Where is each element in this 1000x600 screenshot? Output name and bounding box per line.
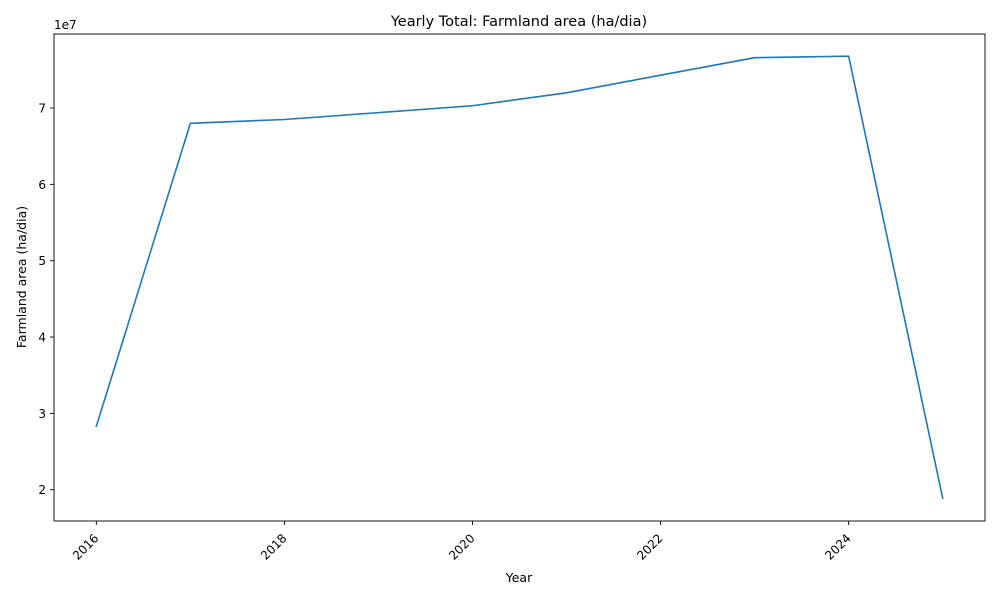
y-tick-label: 4 bbox=[38, 331, 46, 345]
x-tick-label: 2022 bbox=[634, 531, 665, 562]
x-axis-label: Year bbox=[505, 570, 533, 585]
plot-area bbox=[53, 33, 986, 522]
x-tick-label: 2018 bbox=[258, 531, 289, 562]
y-tick-label: 2 bbox=[38, 483, 46, 497]
plot-frame bbox=[53, 33, 986, 522]
x-tick-label: 2020 bbox=[446, 531, 477, 562]
x-tick-label: 2016 bbox=[70, 531, 101, 562]
y-tick-label: 3 bbox=[38, 407, 46, 421]
y-axis-label: Farmland area (ha/dia) bbox=[14, 206, 29, 348]
series-line bbox=[95, 55, 944, 500]
y-axis: 2 3 4 5 6 7 bbox=[38, 102, 54, 497]
chart-title: Yearly Total: Farmland area (ha/dia) bbox=[390, 14, 647, 30]
x-tick-label: 2024 bbox=[822, 531, 853, 562]
x-axis: 2016 2018 2020 2022 2024 bbox=[70, 521, 854, 563]
y-axis-offset-label: 1e7 bbox=[54, 18, 77, 32]
y-tick-label: 5 bbox=[38, 254, 46, 268]
y-tick-label: 6 bbox=[38, 178, 46, 192]
y-tick-label: 7 bbox=[38, 102, 46, 116]
